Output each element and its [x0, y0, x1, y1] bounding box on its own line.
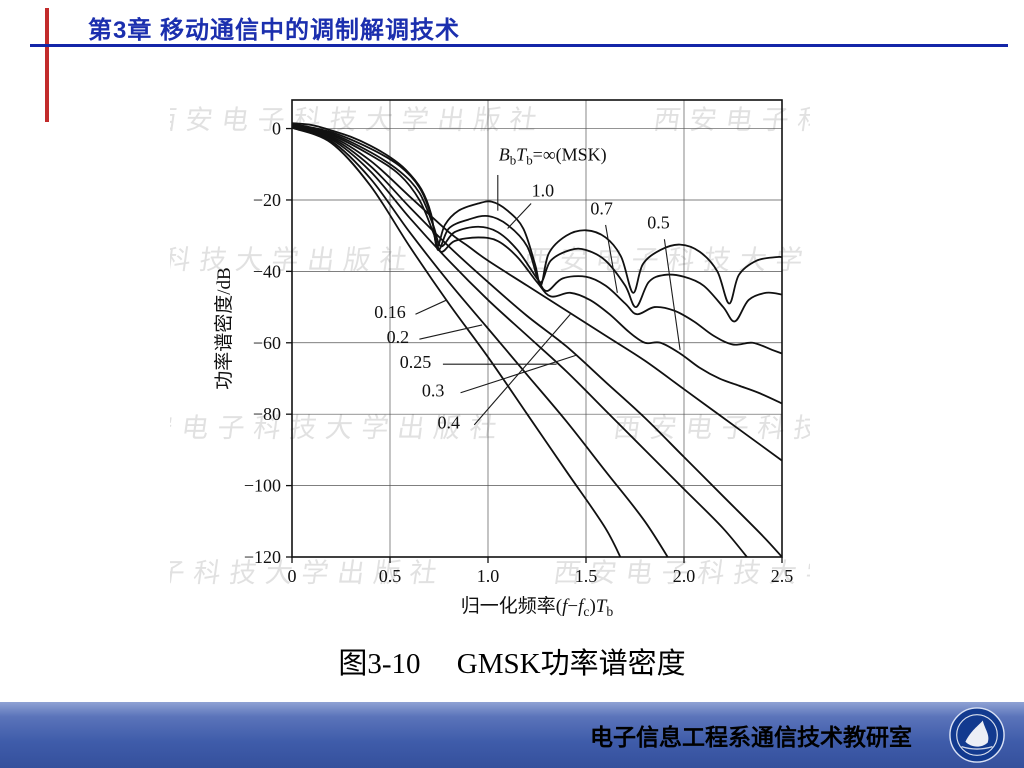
svg-text:0.7: 0.7 — [590, 198, 613, 218]
svg-text:0.2: 0.2 — [387, 327, 410, 347]
figure-3-10: 西安电子科技大学出版社 西安电子科技大学出版社 西安电子科技大学出版社 西安电子… — [170, 86, 810, 634]
svg-text:−60: −60 — [253, 333, 281, 353]
svg-text:−120: −120 — [244, 547, 281, 567]
svg-text:0.3: 0.3 — [422, 380, 445, 400]
svg-text:0.16: 0.16 — [374, 302, 406, 322]
svg-text:BbTb=∞(MSK): BbTb=∞(MSK) — [499, 145, 607, 168]
svg-text:−40: −40 — [253, 261, 281, 281]
university-seal-icon — [949, 707, 1005, 763]
svg-text:2.0: 2.0 — [673, 566, 696, 586]
svg-text:0.25: 0.25 — [400, 352, 432, 372]
svg-text:−20: −20 — [253, 190, 281, 210]
figure-caption: 图3-10 GMSK功率谱密度 — [338, 648, 686, 680]
svg-text:0.4: 0.4 — [438, 412, 461, 432]
svg-text:归一化频率(f−fc)Tb: 归一化频率(f−fc)Tb — [461, 595, 614, 619]
title-divider — [30, 44, 1008, 47]
svg-text:0.5: 0.5 — [647, 213, 670, 233]
svg-text:0.5: 0.5 — [379, 566, 402, 586]
footer-department-label: 电子信息工程系通信技术教研室 — [590, 725, 912, 750]
svg-text:功率谱密度/dB: 功率谱密度/dB — [213, 267, 235, 389]
gmsk-psd-chart: 0 0.5 1.0 1.5 2.0 2.5 0 −20 −40 −60 −80 −100 −120 功率谱… — [213, 99, 794, 619]
svg-text:1.0: 1.0 — [532, 180, 555, 200]
accent-red-bar — [45, 8, 49, 122]
svg-text:1.5: 1.5 — [575, 566, 598, 586]
svg-text:0: 0 — [272, 119, 281, 139]
page-title: 第3章 移动通信中的调制解调技术 — [88, 17, 461, 44]
svg-text:−80: −80 — [253, 404, 281, 424]
svg-text:−100: −100 — [244, 476, 281, 496]
footer-bar: 电子信息工程系通信技术教研室 — [0, 702, 1024, 768]
svg-text:1.0: 1.0 — [477, 566, 500, 586]
svg-text:0: 0 — [288, 566, 297, 586]
svg-text:2.5: 2.5 — [771, 566, 794, 586]
